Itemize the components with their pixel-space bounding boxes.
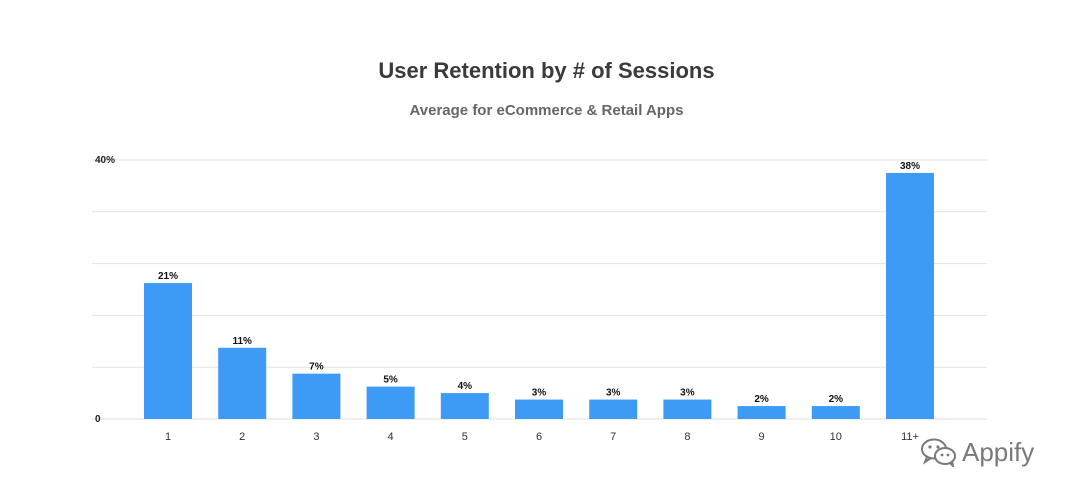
bar: [663, 399, 712, 419]
x-tick-label: 9: [759, 431, 765, 443]
data-label: 4%: [458, 381, 473, 392]
x-tick-label: 3: [313, 431, 319, 443]
bar: [366, 386, 415, 419]
watermark-text: Appify: [962, 436, 1035, 467]
bar: [144, 283, 192, 419]
bar: [737, 406, 786, 419]
bar: [811, 406, 860, 419]
bar: [292, 373, 341, 419]
x-tick-label: 11+: [901, 431, 919, 443]
x-tick-label: 7: [610, 431, 616, 443]
chart-title: User Retention by # of Sessions: [378, 58, 715, 83]
data-label: 7%: [309, 362, 324, 373]
x-tick-label: 6: [536, 431, 542, 443]
data-label: 2%: [829, 394, 844, 405]
watermark: Appify: [920, 432, 1034, 472]
x-tick-label: 5: [462, 431, 468, 443]
bar: [886, 172, 934, 419]
bar: [515, 399, 563, 419]
y-tick-label: 0: [95, 414, 101, 425]
bar: [589, 399, 638, 419]
data-label: 38%: [900, 161, 920, 172]
x-tick-label: 10: [830, 431, 842, 443]
data-label: 21%: [158, 271, 178, 282]
y-tick-label: 40%: [95, 155, 115, 166]
data-label: 5%: [383, 375, 398, 386]
x-tick-label: 4: [388, 431, 394, 443]
x-tick-label: 1: [165, 431, 171, 443]
data-label: 2%: [754, 394, 769, 405]
x-tick-label: 2: [239, 431, 245, 443]
bar: [218, 347, 267, 419]
bar: [440, 393, 489, 419]
x-tick-label: 8: [684, 431, 690, 443]
data-label: 3%: [532, 388, 547, 399]
data-label: 3%: [606, 388, 621, 399]
chart-subtitle: Average for eCommerce & Retail Apps: [409, 102, 684, 119]
data-label: 11%: [232, 336, 252, 347]
data-label: 3%: [680, 388, 695, 399]
wechat-icon: [920, 437, 958, 467]
